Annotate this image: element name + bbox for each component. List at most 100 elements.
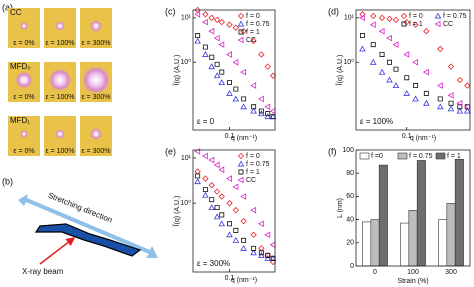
scattering-spot [55, 21, 65, 31]
data-point [264, 103, 271, 111]
legend-marker [238, 169, 244, 175]
strain-label: ε = 0% [13, 148, 34, 155]
data-point [233, 227, 239, 233]
strain-label: ε = 300% [81, 40, 110, 47]
beam-arrow [39, 237, 76, 265]
data-point [194, 11, 201, 18]
annotation: ε = 100% [360, 117, 393, 126]
data-point [208, 14, 215, 21]
legend-label: CC [246, 37, 256, 44]
data-point [437, 96, 443, 102]
legend-label: f = 0 [246, 153, 260, 160]
sample-label: MFD₁ [10, 116, 30, 125]
data-point [393, 66, 399, 72]
data-point [269, 241, 276, 249]
legend-marker [237, 160, 245, 167]
data-point [423, 99, 430, 106]
y-axis-label: Ĩ(q) (A.U.) [335, 55, 344, 87]
legend-marker [238, 29, 244, 35]
data-point [436, 82, 443, 89]
x-tick-label: 0.1 [225, 133, 235, 140]
data-point [251, 245, 257, 251]
data-point [233, 86, 239, 92]
bar [400, 222, 410, 267]
y-axis-label: Ĩ(q) (A.U.) [172, 55, 181, 87]
data-point [218, 18, 225, 26]
data-point [269, 107, 276, 115]
data-point [202, 175, 209, 182]
scattering-spot [48, 68, 72, 92]
data-point [240, 217, 247, 225]
data-point [386, 34, 392, 42]
data-point [232, 183, 239, 191]
y-tick-label: 80 [346, 170, 354, 177]
bar [408, 210, 418, 267]
data-point [447, 92, 454, 99]
data-point [359, 14, 365, 22]
data-point [378, 14, 386, 21]
data-point [447, 63, 455, 70]
x-tick-label: 100 [407, 269, 419, 276]
data-point [208, 63, 216, 70]
legend-label: f = 0.75 [443, 13, 467, 20]
sample-label: CC [10, 8, 22, 17]
data-point [392, 82, 400, 89]
data-point [403, 51, 410, 58]
data-point [412, 21, 419, 28]
data-point [437, 45, 444, 53]
plot-frame [192, 9, 276, 131]
data-point [378, 27, 385, 35]
panel-label: (a) [2, 2, 13, 12]
scattering-spot [90, 128, 102, 140]
legend-label: f = 0 [409, 13, 423, 20]
y-tick-label: 10¹ [181, 155, 192, 162]
data-point [194, 148, 201, 155]
data-point [392, 41, 399, 48]
data-point [213, 16, 221, 24]
y-tick-label: 20 [346, 240, 354, 247]
data-point [359, 45, 366, 52]
legend-marker [237, 152, 245, 160]
data-point [250, 37, 257, 45]
data-point [412, 59, 419, 66]
data-point [226, 51, 232, 58]
x-tick-label: 0.1 [225, 275, 235, 282]
data-point [413, 83, 419, 89]
data-point [232, 59, 239, 66]
sample-label: MFD₀ [10, 62, 31, 71]
data-point [219, 212, 225, 218]
data-point [194, 168, 201, 175]
annotation: ε = 0 [197, 117, 215, 126]
data-point [213, 34, 220, 42]
y-axis-label: L (nm) [337, 198, 344, 218]
data-point [464, 82, 471, 89]
data-point [202, 51, 209, 57]
data-point [195, 173, 201, 179]
legend-label: f = 1 [246, 169, 260, 176]
data-point [218, 41, 225, 48]
data-point [232, 24, 240, 31]
data-point [213, 72, 221, 79]
legend-label: CC [443, 21, 453, 28]
data-point [202, 44, 208, 50]
data-point [227, 80, 232, 86]
x-axis-label: Strain (%) [397, 278, 428, 285]
data-point [240, 193, 247, 200]
data-point [209, 54, 215, 60]
legend-swatch [435, 152, 446, 160]
image-panel: (a) ε = 0% ε = 100% ε = 300% CC ε = 0% ε = 10… [2, 2, 112, 156]
data-point [379, 51, 385, 57]
data-point [456, 99, 463, 107]
legend-label: f = 1 [409, 21, 423, 28]
panel-label: (c) [165, 6, 176, 16]
strain-label: ε = 0% [13, 40, 34, 47]
data-point [370, 12, 377, 20]
legend-swatch [397, 152, 408, 160]
plot-frame [192, 149, 276, 273]
data-point [219, 69, 225, 75]
data-point [240, 28, 247, 35]
strain-label: ε = 100% [45, 148, 74, 155]
data-point [194, 178, 201, 185]
data-point [218, 193, 225, 200]
data-point [232, 95, 240, 102]
